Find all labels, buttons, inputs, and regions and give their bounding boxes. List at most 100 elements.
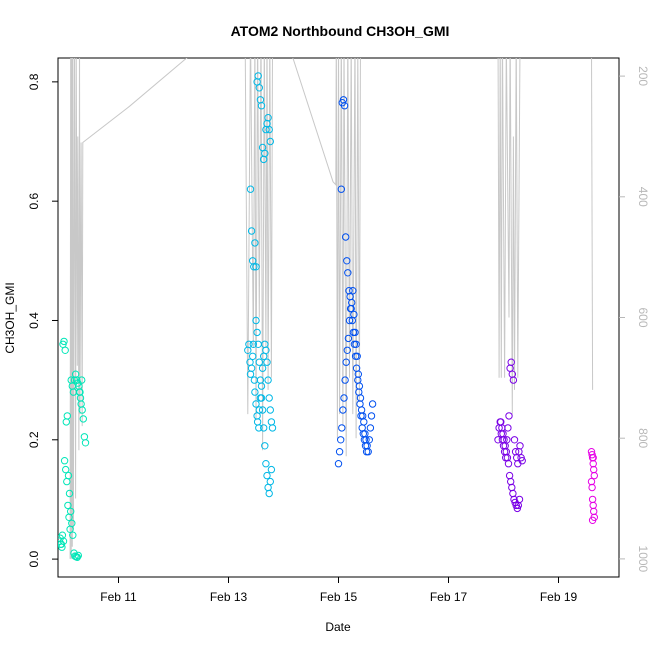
data-point	[249, 352, 257, 360]
x-tick-label: Feb 19	[540, 590, 578, 604]
data-point	[267, 465, 276, 474]
data-point	[246, 185, 255, 193]
data-point	[587, 477, 596, 486]
data-point	[345, 316, 354, 325]
data-point	[263, 471, 271, 480]
right-tick-label: 800	[636, 428, 650, 448]
data-point	[368, 400, 377, 408]
x-axis-label: Date	[325, 620, 351, 634]
right-tick-label: 200	[636, 66, 650, 86]
data-point	[256, 376, 265, 384]
data-point	[365, 436, 373, 444]
data-point	[264, 114, 272, 122]
data-point	[268, 424, 277, 432]
data-point	[266, 406, 274, 414]
data-point	[249, 340, 258, 348]
data-point	[507, 477, 515, 486]
data-point	[255, 84, 263, 92]
data-point	[258, 364, 267, 372]
data-point	[265, 394, 273, 402]
y-axis: 0.0 0.2 0.4 0.6 0.8	[27, 73, 58, 567]
data-point	[262, 346, 270, 354]
data-point	[509, 489, 517, 498]
data-point	[341, 376, 349, 384]
right-tick-label: 1000	[636, 546, 650, 573]
data-point	[342, 358, 350, 366]
data-point	[255, 406, 263, 414]
data-point	[590, 507, 598, 516]
data-point	[589, 454, 597, 462]
data-point	[504, 460, 513, 468]
data-point	[349, 328, 358, 337]
data-point	[355, 388, 363, 396]
data-point	[366, 424, 375, 432]
scatter-points-layer	[58, 72, 598, 561]
data-point	[257, 102, 266, 110]
data-point	[264, 376, 272, 384]
data-point	[356, 400, 364, 408]
pressure-trace-line	[69, 58, 594, 559]
data-point	[343, 346, 351, 354]
data-point	[260, 424, 268, 432]
data-point	[245, 340, 253, 348]
data-point	[337, 185, 345, 193]
right-tick-label: 400	[636, 187, 650, 207]
x-tick-label: Feb 13	[210, 590, 248, 604]
data-point	[63, 477, 71, 486]
data-point	[360, 418, 368, 426]
data-point	[81, 439, 90, 447]
data-point	[258, 406, 267, 414]
data-point	[357, 412, 365, 420]
data-point	[68, 519, 76, 527]
data-point	[60, 457, 69, 465]
data-point	[337, 436, 345, 444]
y-tick-label: 0.6	[27, 193, 41, 210]
pressure-trace-layer	[69, 58, 594, 559]
data-point	[352, 364, 361, 372]
data-point	[590, 471, 598, 480]
data-point	[255, 424, 263, 432]
data-point	[354, 376, 362, 384]
data-point	[340, 394, 348, 402]
data-point	[507, 358, 515, 366]
data-point	[263, 358, 271, 366]
data-point	[253, 418, 262, 426]
data-point	[505, 471, 514, 480]
data-point	[334, 460, 343, 468]
data-point	[62, 418, 71, 426]
y-tick-label: 0.8	[27, 73, 41, 90]
data-point	[78, 406, 86, 414]
data-point	[252, 316, 260, 325]
data-point	[351, 352, 360, 360]
data-point	[262, 460, 270, 468]
y-axis-label: CH3OH_GMI	[3, 282, 17, 353]
data-point	[250, 263, 258, 271]
data-point	[266, 477, 274, 486]
data-point	[76, 394, 85, 402]
data-point	[69, 531, 77, 539]
data-point	[64, 471, 73, 480]
data-point	[342, 233, 350, 241]
data-point	[358, 424, 366, 432]
data-point	[265, 489, 273, 498]
data-point	[588, 483, 596, 492]
data-point	[362, 448, 371, 456]
data-point	[515, 495, 524, 504]
data-point	[516, 442, 524, 450]
y-axis-right: 200 400 600 800 1000	[619, 66, 650, 573]
data-point	[254, 72, 262, 80]
data-point	[255, 358, 263, 366]
data-point	[513, 504, 521, 513]
x-tick-label: Feb 15	[320, 590, 358, 604]
data-point	[73, 553, 82, 561]
data-point	[510, 436, 519, 444]
data-point	[261, 442, 269, 450]
y-tick-label: 0.4	[27, 312, 41, 329]
right-tick-label: 600	[636, 307, 650, 327]
data-point	[589, 501, 597, 510]
data-point	[74, 551, 83, 560]
data-point	[251, 388, 259, 396]
chart-title: ATOM2 Northbound CH3OH_GMI	[231, 23, 450, 39]
data-point	[80, 433, 89, 441]
